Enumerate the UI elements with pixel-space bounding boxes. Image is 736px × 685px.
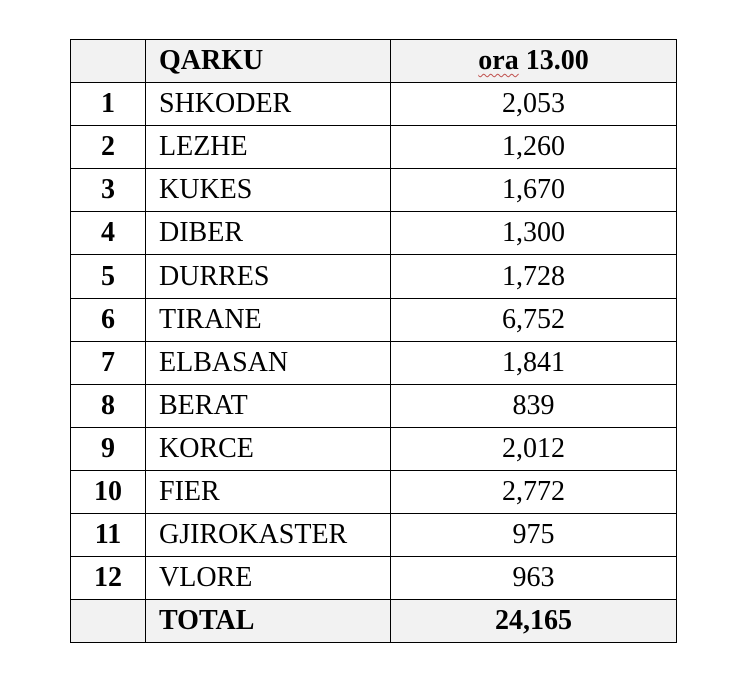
row-index: 12 bbox=[70, 556, 146, 601]
row-qarku: DIBER bbox=[145, 211, 391, 256]
row-qarku: SHKODER bbox=[145, 82, 391, 127]
table-row: 6 TIRANE 6,752 bbox=[70, 297, 677, 342]
total-row: TOTAL 24,165 bbox=[70, 599, 677, 644]
row-index: 6 bbox=[70, 297, 146, 342]
row-qarku: KUKES bbox=[145, 168, 391, 213]
row-qarku: DURRES bbox=[145, 254, 391, 299]
table-row: 9 KORCE 2,012 bbox=[70, 426, 677, 471]
row-index: 4 bbox=[70, 211, 146, 256]
row-value: 1,260 bbox=[390, 125, 677, 170]
total-index bbox=[70, 599, 146, 644]
row-qarku: LEZHE bbox=[145, 125, 391, 170]
row-index: 8 bbox=[70, 383, 146, 428]
row-value: 1,670 bbox=[390, 168, 677, 213]
header-time-suffix: 13.00 bbox=[518, 45, 589, 77]
row-value: 1,300 bbox=[390, 211, 677, 256]
row-index: 9 bbox=[70, 426, 146, 471]
row-index: 3 bbox=[70, 168, 146, 213]
row-value: 2,012 bbox=[390, 426, 677, 471]
table-row: 4 DIBER 1,300 bbox=[70, 211, 677, 256]
row-qarku: TIRANE bbox=[145, 297, 391, 342]
table-row: 11 GJIROKASTER 975 bbox=[70, 513, 677, 558]
row-index: 5 bbox=[70, 254, 146, 299]
table-row: 12 VLORE 963 bbox=[70, 556, 677, 601]
row-qarku: GJIROKASTER bbox=[145, 513, 391, 558]
table-row: 8 BERAT 839 bbox=[70, 383, 677, 428]
row-value: 1,728 bbox=[390, 254, 677, 299]
row-value: 2,772 bbox=[390, 469, 677, 515]
results-table: QARKU ora 13.00 1 SHKODER 2,053 2 LEZHE 1,260… bbox=[70, 38, 677, 644]
row-index: 2 bbox=[70, 125, 146, 170]
header-time-prefix: ora bbox=[478, 45, 519, 77]
row-value: 1,841 bbox=[390, 340, 677, 385]
total-value: 24,165 bbox=[390, 599, 677, 644]
table-row: 3 KUKES 1,670 bbox=[70, 168, 677, 213]
total-label: TOTAL bbox=[145, 599, 391, 644]
row-qarku: KORCE bbox=[145, 426, 391, 471]
table-row: 1 SHKODER 2,053 bbox=[70, 82, 677, 127]
header-index bbox=[70, 38, 146, 84]
row-qarku: ELBASAN bbox=[145, 340, 391, 385]
row-value: 2,053 bbox=[390, 82, 677, 127]
row-qarku: VLORE bbox=[145, 556, 391, 601]
header-time: ora 13.00 bbox=[390, 38, 677, 84]
header-row: QARKU ora 13.00 bbox=[70, 38, 677, 84]
row-index: 11 bbox=[70, 513, 146, 558]
table-row: 5 DURRES 1,728 bbox=[70, 254, 677, 299]
row-value: 839 bbox=[390, 383, 677, 428]
row-value: 963 bbox=[390, 556, 677, 601]
row-qarku: FIER bbox=[145, 469, 391, 515]
row-index: 10 bbox=[70, 469, 146, 515]
table-row: 2 LEZHE 1,260 bbox=[70, 125, 677, 170]
row-value: 6,752 bbox=[390, 297, 677, 342]
row-index: 7 bbox=[70, 340, 146, 385]
header-qarku: QARKU bbox=[145, 38, 391, 84]
row-value: 975 bbox=[390, 513, 677, 558]
row-index: 1 bbox=[70, 82, 146, 127]
table-row: 7 ELBASAN 1,841 bbox=[70, 340, 677, 385]
table-row: 10 FIER 2,772 bbox=[70, 469, 677, 515]
row-qarku: BERAT bbox=[145, 383, 391, 428]
